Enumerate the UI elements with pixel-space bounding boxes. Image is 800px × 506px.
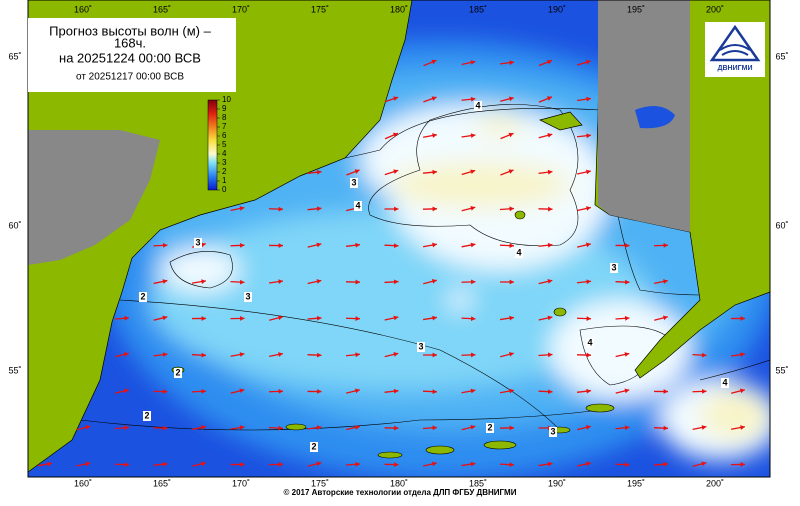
lon-label-top: 175˚ <box>311 4 329 14</box>
lon-label-top: 170˚ <box>232 4 250 14</box>
lon-label-bottom: 195˚ <box>627 478 645 488</box>
contour-label: 3 <box>550 426 555 436</box>
lon-label-top: 160˚ <box>74 4 92 14</box>
logo-text: ДВНИГМИ <box>718 65 753 72</box>
lon-label-top: 165˚ <box>153 4 171 14</box>
lon-label-top: 190˚ <box>548 4 566 14</box>
lon-label-top: 200˚ <box>706 4 724 14</box>
contour-label: 4 <box>587 337 592 347</box>
colorbar-tick-label: 4 <box>222 149 227 158</box>
footer: © 2017 Авторские технологии отдела ДЛП Ф… <box>284 488 517 497</box>
colorbar-tick-label: 8 <box>222 113 227 122</box>
lon-label-top: 185˚ <box>469 4 487 14</box>
colorbar-tick-label: 3 <box>222 158 227 167</box>
contour-label: 3 <box>245 291 250 301</box>
lon-label-bottom: 185˚ <box>469 478 487 488</box>
lat-label-right: 55˚ <box>775 365 788 375</box>
lat-label-right: 65˚ <box>775 51 788 61</box>
colorbar-tick-label: 7 <box>222 122 227 131</box>
colorbar <box>208 100 217 190</box>
lon-label-bottom: 190˚ <box>548 478 566 488</box>
colorbar-tick-label: 6 <box>222 131 227 140</box>
lon-label-bottom: 170˚ <box>232 478 250 488</box>
contour-label: 4 <box>516 247 521 257</box>
contour-label: 2 <box>311 441 316 451</box>
lat-label-left: 55˚ <box>8 365 21 375</box>
contour-label: 4 <box>355 200 360 210</box>
contour-label: 3 <box>611 262 616 272</box>
issued-time: от 20251217 00:00 ВСВ <box>76 72 184 83</box>
contour-label: 4 <box>475 100 480 110</box>
lon-label-top: 195˚ <box>627 4 645 14</box>
lon-label-top: 180˚ <box>390 4 408 14</box>
title-hours: 168ч. <box>114 35 146 50</box>
valid-time: на 20251224 00:00 ВСВ <box>59 50 201 65</box>
colorbar-tick-label: 10 <box>222 95 231 104</box>
lon-label-bottom: 160˚ <box>74 478 92 488</box>
lon-label-bottom: 180˚ <box>390 478 408 488</box>
lat-label-left: 60˚ <box>8 220 21 230</box>
contour-label: 3 <box>418 341 423 351</box>
lon-label-bottom: 165˚ <box>153 478 171 488</box>
contour-label: 2 <box>140 291 145 301</box>
colorbar-tick-label: 5 <box>222 140 227 149</box>
contour-label: 4 <box>722 377 727 387</box>
contour-label: 2 <box>144 410 149 420</box>
contour-label: 3 <box>195 237 200 247</box>
colorbar-tick-label: 0 <box>222 185 227 194</box>
colorbar-tick-label: 1 <box>222 176 227 185</box>
contour-label: 2 <box>175 367 180 377</box>
lon-label-bottom: 200˚ <box>706 478 724 488</box>
contour-label: 2 <box>487 422 492 432</box>
lat-label-left: 65˚ <box>8 51 21 61</box>
lon-label-bottom: 175˚ <box>311 478 329 488</box>
lat-label-right: 60˚ <box>775 220 788 230</box>
colorbar-tick-label: 2 <box>222 167 227 176</box>
colorbar-tick-label: 9 <box>222 104 227 113</box>
contour-label: 3 <box>351 177 356 187</box>
